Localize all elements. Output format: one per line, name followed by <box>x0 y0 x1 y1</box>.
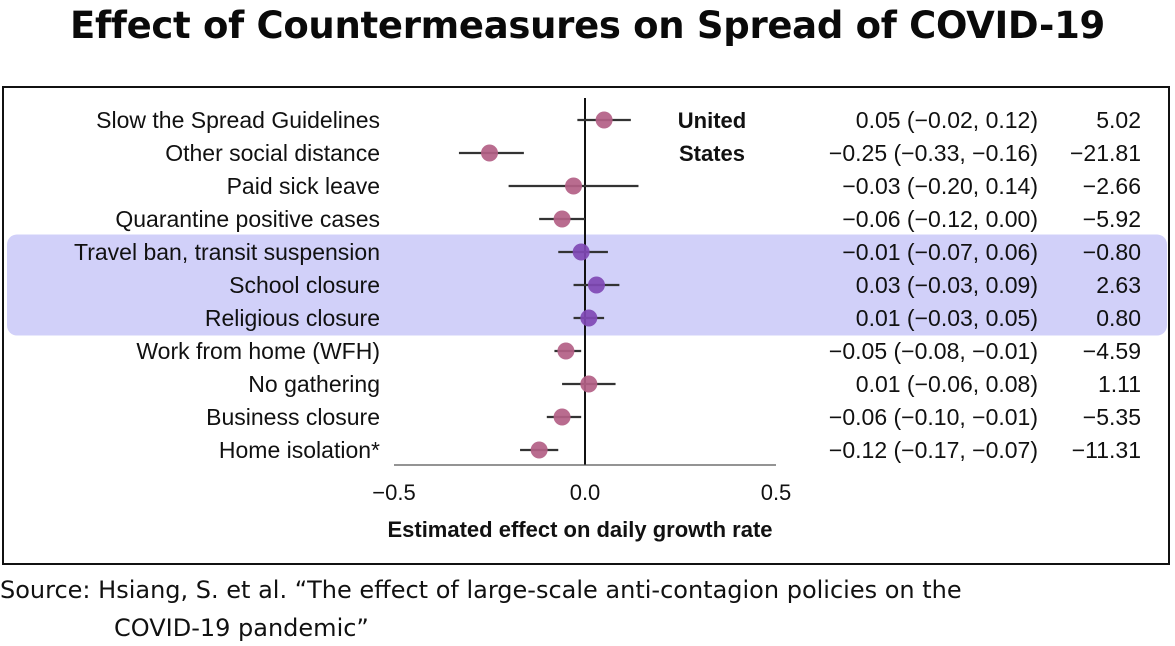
ci-value-label: −0.05 (−0.08, −0.01) <box>829 338 1038 364</box>
chart-title: Effect of Countermeasures on Spread of C… <box>70 4 1105 47</box>
ci-value-label: −0.06 (−0.10, −0.01) <box>829 404 1038 430</box>
ci-value-label: −0.25 (−0.33, −0.16) <box>829 140 1038 166</box>
country-label-line-1: United <box>678 108 746 133</box>
effect-value-label: 2.63 <box>1096 272 1141 298</box>
effect-value-label: −5.35 <box>1083 404 1141 430</box>
effect-value-label: −11.31 <box>1072 437 1141 463</box>
ci-value-label: 0.01 (−0.03, 0.05) <box>856 305 1038 331</box>
row-label: Work from home (WFH) <box>136 338 380 364</box>
estimate-point <box>595 111 613 129</box>
source-citation-line-2: COVID-19 pandemic” <box>114 614 369 642</box>
estimate-point <box>580 309 598 327</box>
effect-value-label: 0.80 <box>1096 305 1141 331</box>
row-label: Business closure <box>206 404 380 430</box>
country-label-line-2: States <box>679 141 745 166</box>
row-label: Slow the Spread Guidelines <box>96 107 380 133</box>
effect-value-label: 1.11 <box>1098 371 1141 397</box>
estimate-point <box>587 276 605 294</box>
ci-value-label: 0.01 (−0.06, 0.08) <box>856 371 1038 397</box>
estimate-point <box>553 408 571 426</box>
estimate-point <box>557 342 575 360</box>
row-label: Travel ban, transit suspension <box>74 239 380 265</box>
estimate-point <box>580 375 598 393</box>
row-label: No gathering <box>248 371 380 397</box>
x-axis-label: Estimated effect on daily growth rate <box>387 517 772 542</box>
x-tick-label: 0.5 <box>761 480 792 505</box>
estimate-point <box>565 177 583 195</box>
row-label: Paid sick leave <box>227 173 380 199</box>
effect-value-label: −21.81 <box>1070 140 1141 166</box>
ci-value-label: 0.05 (−0.02, 0.12) <box>856 107 1038 133</box>
chart-frame: −0.5 0.0 0.5 Estimated effect on daily grow… <box>2 86 1170 565</box>
row-label: Religious closure <box>205 305 380 331</box>
ci-value-label: −0.12 (−0.17, −0.07) <box>829 437 1038 463</box>
ci-value-label: −0.01 (−0.07, 0.06) <box>842 239 1038 265</box>
ci-value-label: −0.06 (−0.12, 0.00) <box>842 206 1038 232</box>
row-label: Other social distance <box>165 140 380 166</box>
effect-value-label: −2.66 <box>1083 173 1141 199</box>
x-tick-label: 0.0 <box>570 480 601 505</box>
estimate-point <box>530 441 548 459</box>
forest-plot: −0.5 0.0 0.5 Estimated effect on daily grow… <box>7 98 1167 542</box>
effect-value-label: −0.80 <box>1083 239 1141 265</box>
ci-value-label: −0.03 (−0.20, 0.14) <box>842 173 1038 199</box>
effect-value-label: −4.59 <box>1083 338 1141 364</box>
estimate-point <box>553 210 571 228</box>
row-label: Home isolation* <box>219 437 380 463</box>
source-citation-line-1: Source: Hsiang, S. et al. “The effect of… <box>0 576 962 604</box>
row-label: Quarantine positive cases <box>115 206 380 232</box>
effect-value-label: 5.02 <box>1096 107 1141 133</box>
ci-value-label: 0.03 (−0.03, 0.09) <box>856 272 1038 298</box>
estimate-point <box>481 144 498 162</box>
effect-value-label: −5.92 <box>1083 206 1141 232</box>
row-label: School closure <box>229 272 380 298</box>
x-tick-label: −0.5 <box>372 480 415 505</box>
estimate-point <box>572 243 590 261</box>
